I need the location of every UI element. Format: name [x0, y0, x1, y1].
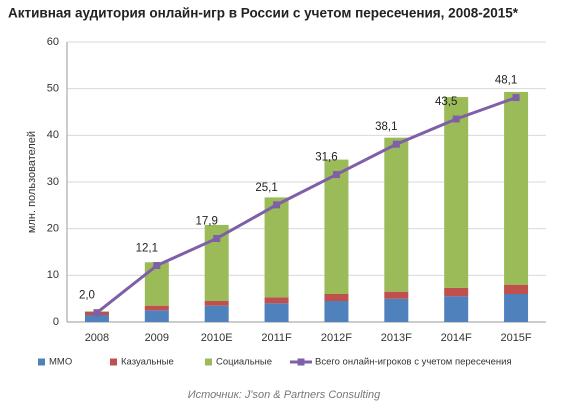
line-marker: [273, 201, 281, 209]
bar-segment: [504, 294, 529, 322]
value-label: 12,1: [136, 243, 158, 255]
x-tick-label: 2008: [85, 332, 109, 344]
legend-swatch: [205, 358, 212, 366]
value-label: 17,9: [195, 215, 217, 227]
y-tick-label: 0: [53, 316, 59, 328]
bar-segment: [204, 305, 229, 322]
bar-segment: [144, 305, 169, 311]
bar-segment: [204, 301, 229, 306]
y-tick-label: 40: [47, 129, 59, 141]
x-tick-label: 2012F: [321, 332, 352, 344]
legend-label: Казуальные: [121, 357, 174, 368]
bar-segment: [264, 197, 289, 298]
y-axis-label: млн. пользователей: [26, 131, 38, 233]
value-label: 25,1: [255, 182, 277, 194]
bar-segment: [504, 91, 529, 285]
x-tick-label: 2010E: [201, 332, 233, 344]
line-marker: [153, 262, 161, 270]
bar-segment: [84, 315, 109, 322]
value-label: 48,1: [495, 75, 517, 87]
legend-swatch: [38, 358, 45, 366]
chart-title: Активная аудитория онлайн-игр в России с…: [8, 6, 519, 21]
bar-segment: [384, 298, 409, 322]
legend-swatch: [110, 358, 117, 366]
value-label: 38,1: [375, 121, 397, 133]
y-tick-label: 10: [47, 269, 59, 281]
bar-segment: [384, 137, 409, 292]
x-tick-label: 2013F: [381, 332, 412, 344]
line-marker: [452, 115, 460, 123]
line-marker: [93, 309, 101, 317]
line-marker: [512, 94, 520, 102]
bar-segment: [144, 262, 169, 306]
source-note: Источник: J'son & Partners Consulting: [188, 389, 381, 401]
x-tick-label: 2015F: [500, 332, 531, 344]
legend-swatch: [297, 358, 305, 366]
value-label: 31,6: [315, 152, 337, 164]
line-marker: [213, 234, 221, 242]
legend-label: Всего онлайн-игроков с учетом пересечени…: [315, 357, 512, 368]
bar-segment: [444, 287, 469, 297]
x-tick-label: 2011F: [261, 332, 292, 344]
x-tick-label: 2014F: [441, 332, 472, 344]
bar-segment: [384, 291, 409, 299]
bar-segment: [444, 97, 469, 288]
bar-segment: [324, 301, 349, 322]
x-tick-label: 2009: [145, 332, 169, 344]
line-marker: [392, 140, 400, 148]
bar-segment: [264, 297, 289, 304]
y-tick-label: 20: [47, 223, 59, 235]
y-tick-label: 50: [47, 83, 59, 95]
bar-segment: [264, 303, 289, 322]
legend-label: Социальные: [216, 357, 272, 368]
value-label: 2,0: [79, 290, 95, 302]
bar-segment: [444, 296, 469, 322]
line-marker: [332, 171, 340, 179]
total-line: [96, 96, 517, 314]
y-tick-label: 30: [47, 176, 59, 188]
y-tick-label: 60: [47, 36, 59, 48]
bar-segment: [144, 310, 169, 322]
value-label: 43,5: [435, 96, 457, 108]
bar-segment: [504, 284, 529, 294]
legend-label: MMO: [49, 357, 72, 368]
bar-segment: [324, 294, 349, 301]
bar-segment: [324, 159, 349, 294]
